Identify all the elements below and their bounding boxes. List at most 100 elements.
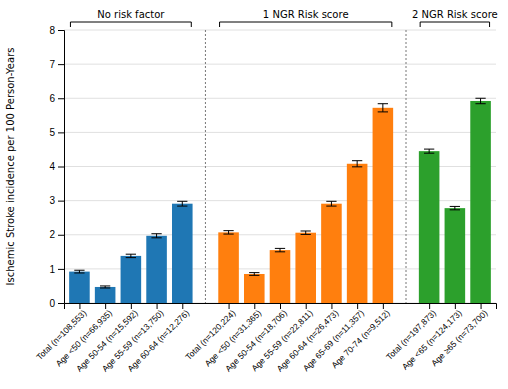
bar	[419, 151, 440, 303]
error-bar-line	[450, 206, 460, 207]
y-tick: 7	[49, 59, 64, 70]
error-bar-line	[74, 270, 84, 271]
y-tick-label: 8	[49, 25, 55, 36]
x-tick: Age ≥65 (n=73,700)	[429, 303, 489, 368]
error-bar-line	[100, 285, 110, 286]
error-bar-line	[126, 254, 136, 255]
error-bar	[249, 273, 259, 276]
error-bar-line	[275, 251, 285, 252]
error-bar	[378, 104, 388, 112]
error-bar-line	[326, 201, 336, 202]
error-bar	[74, 270, 84, 273]
bar	[470, 101, 491, 303]
error-bar-line	[326, 206, 336, 207]
error-bar-line	[301, 230, 311, 231]
y-tick: 5	[49, 127, 64, 138]
group-label: 1 NGR Risk score	[263, 9, 349, 20]
error-bar-line	[454, 206, 455, 209]
bar	[95, 287, 116, 303]
error-bar-line	[378, 103, 388, 104]
chart: 012345678Total (n=108,553)Age <50 (n=66,…	[0, 0, 508, 389]
error-bar	[223, 231, 233, 234]
error-bar-line	[223, 234, 233, 235]
y-tick-mark	[58, 132, 64, 133]
plot: 012345678Total (n=108,553)Age <50 (n=66,…	[34, 9, 497, 374]
error-bar-line	[74, 272, 84, 273]
error-bar-line	[305, 231, 306, 234]
y-tick-mark	[58, 98, 64, 99]
bar	[146, 236, 167, 303]
error-bar-line	[249, 272, 259, 273]
error-bar-line	[126, 257, 136, 258]
grid-line	[64, 98, 496, 99]
y-tick-mark	[58, 235, 64, 236]
error-bar	[100, 286, 110, 288]
y-tick-mark	[58, 167, 64, 168]
group-bracket	[220, 22, 392, 27]
error-bar-line	[151, 233, 161, 234]
error-bar-line	[223, 230, 233, 231]
y-tick-label: 0	[49, 298, 55, 309]
x-axis: Total (n=108,553)Age <50 (n=66,935)Age 5…	[34, 303, 496, 374]
y-axis: 012345678	[49, 25, 64, 309]
y-tick-label: 6	[49, 93, 55, 104]
group-label: No risk factor	[97, 9, 165, 20]
group-separator	[406, 30, 407, 303]
error-bar-line	[301, 234, 311, 235]
y-tick-mark	[58, 269, 64, 270]
group-separator	[205, 30, 206, 303]
error-bar-line	[151, 237, 161, 238]
error-bar-line	[249, 275, 259, 276]
bar	[244, 274, 265, 303]
bar	[373, 108, 394, 303]
error-bar	[450, 206, 460, 209]
marks	[69, 30, 491, 303]
error-bar	[177, 201, 187, 206]
grid-line	[64, 64, 496, 65]
error-bar-line	[130, 254, 131, 257]
y-tick-label: 7	[49, 59, 55, 70]
bar	[69, 272, 90, 303]
error-bar-line	[100, 287, 110, 288]
error-bar-line	[275, 248, 285, 249]
error-bar	[275, 248, 285, 251]
error-bar-line	[331, 201, 332, 206]
error-bar-line	[228, 231, 229, 234]
error-bar-line	[475, 98, 485, 99]
bar	[321, 204, 342, 303]
error-bar-line	[177, 206, 187, 207]
y-tick-label: 5	[49, 127, 55, 138]
y-tick-mark	[58, 303, 64, 304]
error-bar-line	[352, 166, 362, 167]
y-axis-title: Ischemic Stroke incidence per 100 Person…	[5, 48, 16, 286]
error-bar-line	[475, 103, 485, 104]
y-tick: 4	[49, 161, 64, 172]
error-bar-line	[177, 201, 187, 202]
y-tick: 8	[49, 25, 64, 36]
error-bar-line	[156, 234, 157, 238]
error-bar-line	[382, 104, 383, 112]
y-tick-mark	[58, 30, 64, 31]
error-bar	[326, 201, 336, 206]
error-bar-line	[378, 111, 388, 112]
x-tick: Age 70-74 (n=9,512)	[329, 303, 391, 370]
y-tick: 0	[49, 298, 64, 309]
x-tick-label: Age 70-74 (n=9,512)	[329, 308, 391, 370]
bar	[445, 208, 466, 303]
bar	[295, 233, 316, 303]
error-bar-line	[280, 248, 281, 251]
y-tick-mark	[58, 64, 64, 65]
y-tick-label: 4	[49, 161, 55, 172]
y-tick-label: 1	[49, 264, 55, 275]
error-bar-line	[352, 160, 362, 161]
x-tick: Age 60-64 (n=12,276)	[125, 303, 191, 374]
error-bar	[352, 161, 362, 167]
y-tick-label: 3	[49, 195, 55, 206]
y-tick: 6	[49, 93, 64, 104]
y-axis-line	[58, 31, 65, 304]
error-bar	[301, 231, 311, 234]
error-bar-line	[429, 149, 430, 153]
grid-line	[64, 132, 496, 133]
error-bar	[424, 149, 434, 153]
error-bar-line	[424, 153, 434, 154]
